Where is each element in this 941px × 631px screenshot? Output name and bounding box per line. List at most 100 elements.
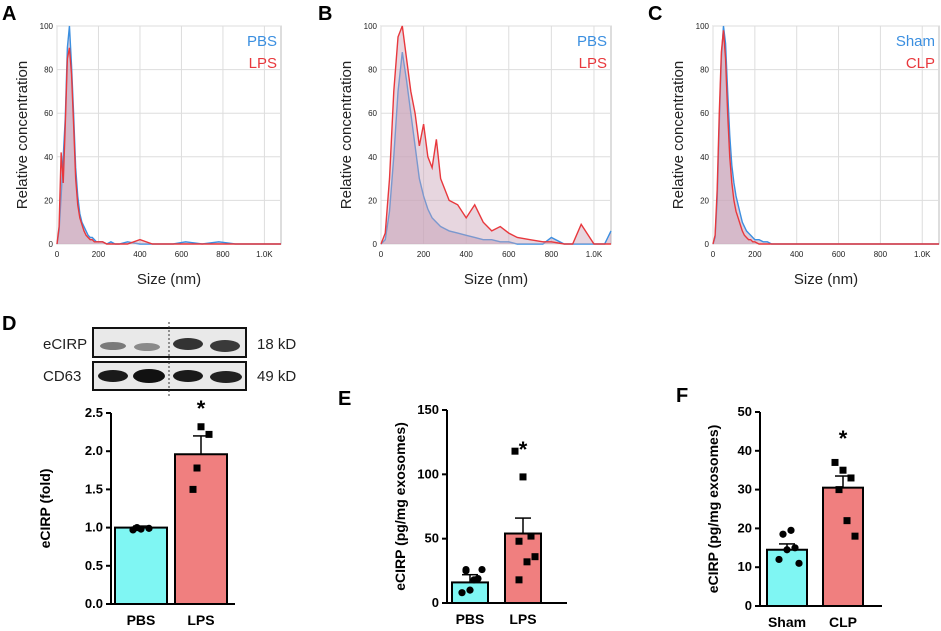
data-point (783, 546, 791, 554)
y-tick-label: 40 (368, 153, 377, 162)
y-tick-label: 1.0 (85, 520, 103, 535)
bar-pbs (114, 526, 168, 605)
panel-letter-a: A (2, 3, 16, 25)
y-tick-label: 1.5 (85, 481, 103, 496)
data-point (779, 530, 787, 538)
y-axis-label: Relative concentration (670, 61, 687, 209)
panel-f-bar-chart: 0 10 20 30 40 50 eCIRP (pg/mg exosomes) Sham CLP… (705, 404, 882, 630)
y-tick-label: 0 (373, 240, 378, 249)
panel-b-histogram: 0 20 40 60 80 100 0 200 400 600 800 1.0K Size (nm) Re… (338, 22, 612, 288)
data-point (515, 576, 523, 584)
data-point (847, 474, 855, 482)
y-tick-label: 80 (368, 66, 377, 75)
blot-band (173, 370, 203, 382)
data-point (193, 464, 201, 472)
data-point (189, 485, 197, 493)
blot-band (100, 342, 126, 350)
x-tick-label: 0 (711, 250, 716, 259)
y-tick-label: 20 (44, 196, 53, 205)
data-point (527, 532, 535, 540)
x-axis-label: Size (nm) (464, 271, 528, 288)
data-point (843, 517, 851, 525)
y-tick-label: 80 (700, 66, 709, 75)
x-tick-label: 200 (748, 250, 762, 259)
data-point (458, 589, 466, 597)
panel-d-bar-chart: 0.0 0.5 1.0 1.5 2.0 2.5 eCIRP (fold) PBS LPS * (37, 396, 235, 628)
data-point (145, 524, 153, 532)
y-tick-label: 100 (40, 22, 54, 31)
data-point (531, 553, 539, 561)
series-area-pbs (381, 52, 611, 244)
category-label-pbs: PBS (456, 611, 485, 627)
x-tick-label: 400 (460, 250, 474, 259)
blot-kd-cd63: 49 kD (257, 368, 296, 385)
x-tick-label: 600 (502, 250, 516, 259)
legend-lps: LPS (579, 55, 607, 72)
data-point (197, 423, 205, 431)
y-tick-label: 0 (705, 240, 710, 249)
y-tick-label: 60 (44, 109, 53, 118)
x-tick-label: 800 (216, 250, 230, 259)
series-line-pbs (380, 52, 612, 245)
y-axis-label: eCIRP (pg/mg exosomes) (392, 422, 408, 591)
y-tick-label: 40 (700, 153, 709, 162)
blot-kd-ecirp: 18 kD (257, 336, 296, 353)
category-label-pbs: PBS (127, 612, 156, 628)
blot-band (210, 340, 240, 352)
x-tick-label: 400 (790, 250, 804, 259)
x-tick-label: 1.0K (256, 250, 273, 259)
data-point (523, 558, 531, 566)
bar-lps (504, 532, 542, 605)
data-point (478, 565, 486, 574)
y-tick-label: 0 (49, 240, 54, 249)
x-tick-label: 800 (874, 250, 888, 259)
blot-label-ecirp: eCIRP (43, 336, 87, 353)
data-point (835, 486, 843, 494)
data-point (787, 526, 795, 534)
legend-pbs: PBS (577, 33, 607, 50)
y-tick-label: 100 (417, 466, 439, 481)
data-point (519, 473, 527, 481)
blot-label-cd63: CD63 (43, 368, 81, 385)
series-area-pbs (57, 26, 281, 244)
x-axis-label: Size (nm) (794, 271, 858, 288)
panel-e-bar-chart: 0 50 100 150 eCIRP (pg/mg exosomes) PBS LPS * (392, 402, 567, 627)
y-tick-label: 0.0 (85, 596, 103, 611)
legend-lps: LPS (249, 55, 277, 72)
x-tick-label: 600 (175, 250, 189, 259)
data-point (851, 532, 859, 540)
series-area-lps (57, 47, 281, 244)
x-tick-label: 1.0K (586, 250, 603, 259)
category-label-lps: LPS (509, 611, 536, 627)
series-line-clp (712, 30, 939, 245)
y-tick-label: 0.5 (85, 558, 103, 573)
y-tick-label: 60 (368, 109, 377, 118)
y-tick-label: 50 (738, 404, 752, 419)
y-tick-label: 150 (417, 402, 439, 417)
data-point (470, 576, 478, 584)
y-tick-label: 20 (700, 196, 709, 205)
data-point (133, 524, 141, 532)
y-tick-label: 20 (368, 196, 377, 205)
data-point (795, 559, 803, 567)
legend-sham: Sham (896, 33, 935, 50)
x-tick-label: 600 (832, 250, 846, 259)
series-area-clp (713, 30, 939, 244)
x-tick-label: 200 (92, 250, 106, 259)
panel-a-histogram: 0 20 40 60 80 100 0 200 400 600 800 1.0K Size (nm) Re… (14, 22, 282, 288)
y-axis-label: Relative concentration (14, 61, 31, 209)
data-point (775, 555, 783, 564)
significance-star: * (519, 437, 528, 462)
data-point (462, 565, 470, 574)
x-axis-label: Size (nm) (137, 271, 201, 288)
category-label-clp: CLP (829, 614, 857, 630)
series-area-sham (713, 26, 939, 244)
blot-band (133, 369, 165, 383)
bar-clp (822, 486, 864, 607)
legend-clp: CLP (906, 55, 935, 72)
x-tick-label: 0 (379, 250, 384, 259)
significance-star: * (197, 396, 206, 421)
significance-star: * (839, 426, 848, 451)
panel-c-histogram: 0 20 40 60 80 100 0 200 400 600 800 1.0K Size (nm) Re… (670, 22, 940, 288)
